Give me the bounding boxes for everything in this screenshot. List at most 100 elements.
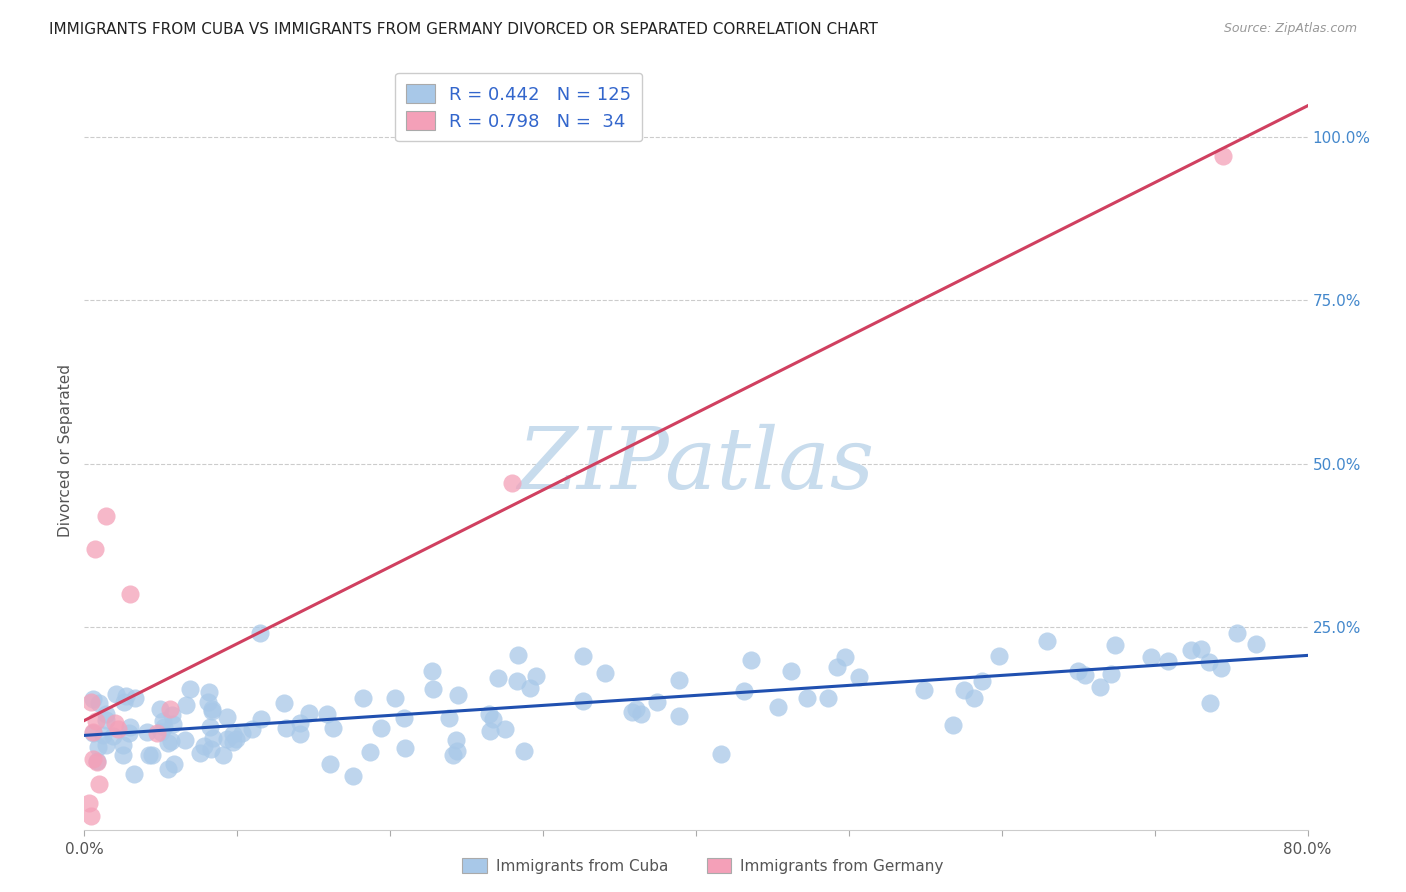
Point	[1180, 643, 1202, 657]
Point	[152, 714, 174, 728]
Point	[494, 722, 516, 736]
Point	[77, 797, 100, 811]
Point	[157, 736, 180, 750]
Point	[94, 738, 117, 752]
Point	[513, 744, 536, 758]
Point	[86, 754, 108, 768]
Point	[322, 721, 344, 735]
Point	[1157, 654, 1180, 668]
Point	[96, 508, 118, 523]
Point	[150, 725, 173, 739]
Point	[710, 747, 733, 761]
Point	[124, 690, 146, 705]
Point	[422, 681, 444, 696]
Point	[817, 691, 839, 706]
Point	[197, 695, 219, 709]
Point	[82, 725, 104, 739]
Point	[319, 757, 342, 772]
Point	[1211, 660, 1233, 674]
Point	[111, 747, 134, 762]
Point	[222, 734, 245, 748]
Point	[118, 726, 141, 740]
Point	[441, 748, 464, 763]
Point	[250, 712, 273, 726]
Text: IMMIGRANTS FROM CUBA VS IMMIGRANTS FROM GERMANY DIVORCED OR SEPARATED CORRELATIO: IMMIGRANTS FROM CUBA VS IMMIGRANTS FROM …	[49, 22, 879, 37]
Point	[420, 664, 443, 678]
Point	[112, 695, 135, 709]
Point	[630, 706, 652, 721]
Point	[1088, 681, 1111, 695]
Text: ZIPatlas: ZIPatlas	[517, 425, 875, 507]
Point	[1104, 638, 1126, 652]
Point	[970, 673, 993, 688]
Point	[198, 685, 221, 699]
Point	[159, 702, 181, 716]
Point	[479, 724, 502, 739]
Point	[571, 694, 593, 708]
Point	[1073, 667, 1095, 681]
Point	[115, 690, 138, 704]
Point	[174, 733, 197, 747]
Point	[827, 660, 849, 674]
Y-axis label: Divorced or Separated: Divorced or Separated	[58, 364, 73, 537]
Point	[359, 745, 381, 759]
Point	[82, 691, 104, 706]
Point	[163, 757, 186, 772]
Point	[174, 698, 197, 713]
Point	[276, 721, 298, 735]
Point	[87, 696, 110, 710]
Point	[733, 683, 755, 698]
Point	[201, 704, 224, 718]
Point	[384, 690, 406, 705]
Point	[111, 738, 134, 752]
Point	[486, 672, 509, 686]
Point	[352, 691, 374, 706]
Point	[193, 739, 215, 753]
Point	[502, 476, 524, 491]
Point	[848, 670, 870, 684]
Point	[120, 587, 142, 601]
Point	[506, 674, 529, 689]
Point	[524, 669, 547, 683]
Point	[84, 541, 107, 556]
Point	[1199, 696, 1222, 710]
Point	[94, 706, 117, 721]
Point	[159, 734, 181, 748]
Point	[200, 741, 222, 756]
Point	[215, 710, 238, 724]
Point	[120, 720, 142, 734]
Point	[138, 748, 160, 763]
Point	[160, 707, 183, 722]
Point	[519, 681, 541, 696]
Point	[572, 649, 595, 664]
Point	[834, 649, 856, 664]
Point	[1198, 655, 1220, 669]
Point	[394, 740, 416, 755]
Point	[1140, 649, 1163, 664]
Point	[80, 695, 103, 709]
Point	[149, 701, 172, 715]
Point	[135, 725, 157, 739]
Legend: R = 0.442   N = 125, R = 0.798   N =  34: R = 0.442 N = 125, R = 0.798 N = 34	[395, 73, 643, 142]
Point	[370, 721, 392, 735]
Point	[221, 727, 243, 741]
Point	[179, 681, 201, 696]
Point	[80, 809, 103, 823]
Point	[506, 648, 529, 662]
Point	[211, 748, 233, 763]
Point	[342, 770, 364, 784]
Point	[91, 728, 114, 742]
Text: Source: ZipAtlas.com: Source: ZipAtlas.com	[1223, 22, 1357, 36]
Point	[446, 732, 468, 747]
Point	[439, 711, 461, 725]
Point	[202, 731, 225, 746]
Point	[162, 717, 184, 731]
Point	[912, 682, 935, 697]
Point	[779, 664, 801, 678]
Point	[87, 777, 110, 791]
Point	[240, 722, 263, 736]
Point	[141, 748, 163, 763]
Point	[953, 682, 976, 697]
Point	[1036, 634, 1059, 648]
Point	[82, 725, 104, 739]
